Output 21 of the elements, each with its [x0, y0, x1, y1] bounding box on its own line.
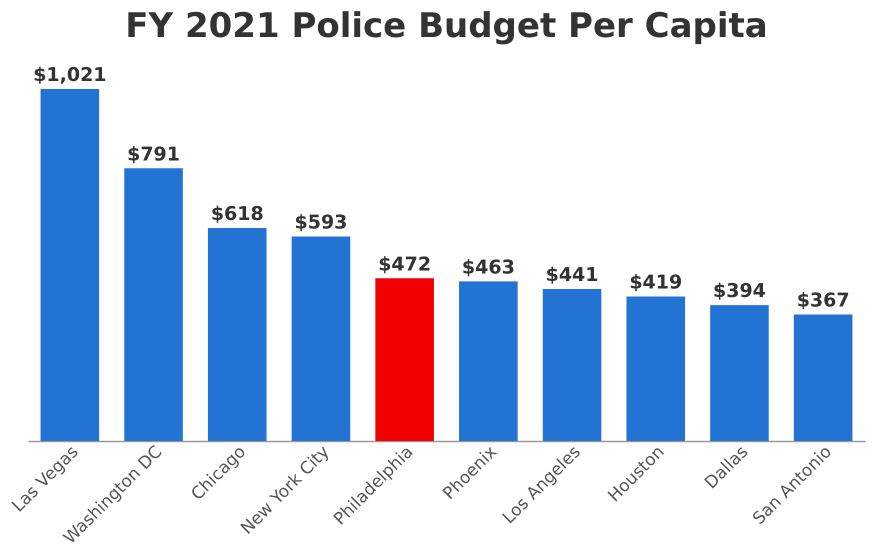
- data-label: $367: [796, 289, 850, 312]
- bar: [124, 168, 183, 441]
- bar: [710, 305, 769, 441]
- data-label: $618: [210, 202, 264, 225]
- bar: [459, 281, 518, 441]
- data-label: $419: [629, 272, 682, 294]
- data-label: $463: [462, 256, 515, 278]
- bar: [208, 228, 267, 441]
- data-label: $593: [294, 212, 348, 234]
- bar: [794, 314, 852, 441]
- bar: [542, 288, 602, 441]
- data-label: $441: [546, 264, 598, 286]
- data-label: $472: [378, 253, 432, 276]
- data-label: $394: [713, 280, 766, 302]
- bar: [292, 236, 350, 441]
- bar: [375, 278, 434, 441]
- data-label: $791: [127, 143, 180, 166]
- data-label: $1,021: [33, 64, 107, 86]
- chart-title: FY 2021 Police Budget Per Capita: [125, 6, 768, 46]
- bar: [40, 89, 100, 441]
- bar: [626, 296, 686, 441]
